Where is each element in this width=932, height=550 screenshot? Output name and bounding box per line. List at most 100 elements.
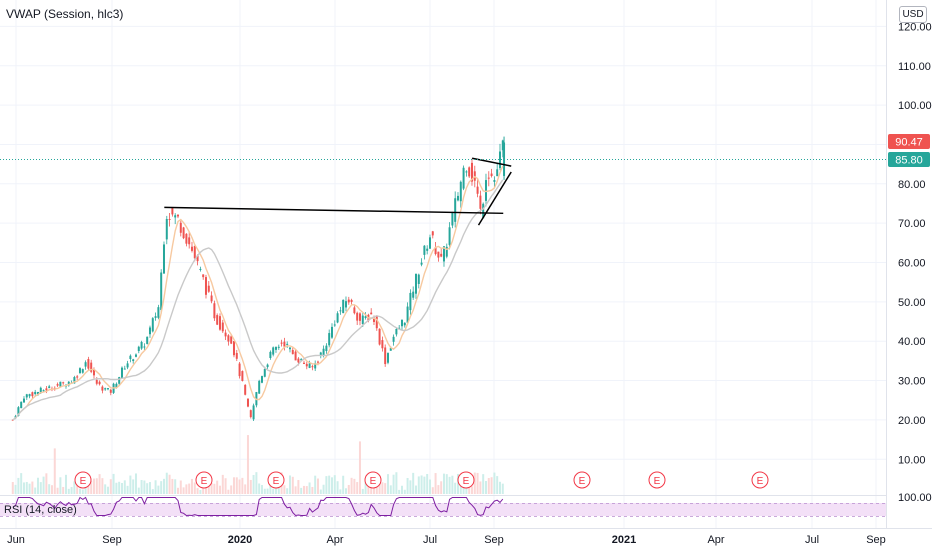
candle-body bbox=[448, 227, 451, 245]
volume-bar bbox=[246, 435, 249, 494]
earnings-marker-label: E bbox=[654, 476, 661, 487]
price-tick-label: 30.00 bbox=[898, 376, 926, 388]
candle-body bbox=[260, 376, 263, 383]
volume-bar bbox=[333, 475, 336, 494]
volume-bar bbox=[400, 485, 403, 494]
volume-bar bbox=[92, 478, 95, 494]
candle-body bbox=[202, 274, 205, 278]
candle-body bbox=[165, 219, 168, 240]
volume-bar bbox=[297, 480, 300, 494]
price-tick-label: 100.00 bbox=[898, 100, 932, 112]
candle-body bbox=[487, 177, 490, 179]
volume-bar bbox=[134, 473, 137, 494]
candle-body bbox=[280, 342, 283, 344]
volume-bar bbox=[395, 472, 398, 494]
earnings-marker[interactable] bbox=[457, 471, 475, 489]
indicator-legend[interactable]: VWAP (Session, hlc3) bbox=[6, 7, 124, 21]
candle-body bbox=[244, 384, 247, 395]
candle-body bbox=[263, 368, 266, 377]
volume-bar bbox=[34, 487, 37, 494]
candle-body bbox=[386, 353, 389, 363]
candle-body bbox=[456, 195, 459, 201]
candle-body bbox=[361, 315, 364, 324]
candle-body bbox=[339, 310, 342, 312]
candle-body bbox=[420, 262, 423, 265]
candle-body bbox=[81, 369, 84, 373]
volume-bar bbox=[484, 481, 487, 494]
earnings-marker[interactable] bbox=[267, 471, 285, 489]
candle-body bbox=[56, 384, 59, 386]
volume-bar bbox=[81, 489, 84, 494]
candle-body bbox=[372, 317, 375, 322]
volume-bar bbox=[356, 482, 359, 494]
earnings-marker[interactable] bbox=[74, 471, 92, 489]
volume-bar bbox=[154, 480, 157, 494]
time-tick-label: Jun bbox=[7, 534, 25, 546]
earnings-marker[interactable] bbox=[195, 471, 213, 489]
rsi-axis-label: 100.00 bbox=[898, 492, 932, 504]
candle-body bbox=[67, 381, 70, 386]
candle-body bbox=[392, 336, 395, 342]
volume-bar bbox=[417, 476, 420, 494]
currency-button[interactable]: USD bbox=[899, 6, 927, 23]
volume-bar bbox=[17, 477, 20, 494]
volume-bar bbox=[493, 472, 496, 494]
price-tick-label: 120.00 bbox=[898, 21, 932, 33]
candle-body bbox=[246, 398, 249, 407]
volume-bar bbox=[126, 485, 129, 494]
volume-bar bbox=[109, 479, 112, 494]
trendlines[interactable] bbox=[164, 157, 512, 226]
candle-body bbox=[148, 327, 151, 335]
volume-bar bbox=[148, 482, 151, 494]
candle-body bbox=[36, 391, 39, 395]
volume-bar bbox=[62, 486, 65, 494]
volume-bar bbox=[311, 486, 314, 494]
trendline[interactable] bbox=[164, 206, 504, 215]
candle-body bbox=[445, 246, 448, 257]
candle-body bbox=[118, 377, 121, 384]
trendline[interactable] bbox=[471, 157, 512, 167]
volume-bar bbox=[216, 480, 219, 494]
candles bbox=[11, 136, 506, 422]
volume-bar bbox=[98, 474, 101, 494]
earnings-marker[interactable] bbox=[751, 471, 769, 489]
price-tick-label: 110.00 bbox=[898, 61, 931, 73]
moving-averages bbox=[12, 165, 504, 421]
volume-bar bbox=[238, 479, 241, 494]
candle-body bbox=[188, 237, 191, 245]
volume-bar bbox=[490, 477, 493, 494]
candle-body bbox=[459, 181, 462, 202]
candle-body bbox=[406, 306, 409, 323]
volume-bar bbox=[456, 473, 459, 494]
volume-bar bbox=[190, 478, 193, 494]
grid bbox=[0, 0, 886, 528]
candle-body bbox=[428, 237, 431, 249]
candle-body bbox=[426, 248, 429, 251]
earnings-marker[interactable] bbox=[573, 471, 591, 489]
volume-bar bbox=[476, 472, 479, 494]
candle-body bbox=[266, 364, 269, 368]
candle-body bbox=[62, 382, 65, 384]
volume-bar bbox=[384, 483, 387, 494]
volume-bar bbox=[440, 481, 443, 494]
volume-bar bbox=[258, 483, 261, 494]
earnings-marker[interactable] bbox=[364, 471, 382, 489]
volume-bar bbox=[263, 488, 266, 494]
earnings-marker[interactable] bbox=[648, 471, 666, 489]
candle-body bbox=[90, 362, 93, 372]
volume-bar bbox=[305, 486, 308, 494]
volume-bar bbox=[171, 478, 174, 494]
rsi-legend[interactable]: RSI (14, close) bbox=[4, 504, 77, 516]
volume-bar bbox=[330, 477, 333, 494]
volume-bar bbox=[470, 486, 473, 494]
price-axis[interactable]: 120.00110.00100.0090.0080.0070.0060.0050… bbox=[898, 21, 932, 466]
candle-body bbox=[204, 277, 207, 295]
volume-bar bbox=[498, 481, 501, 494]
volume-bar bbox=[90, 481, 93, 494]
earnings-marker-label: E bbox=[80, 476, 87, 487]
volume-bar bbox=[319, 489, 322, 494]
time-axis[interactable]: Jun Sep 2020 Apr Jul Sep 2021 Apr Jul Sep bbox=[7, 534, 886, 546]
trendline[interactable] bbox=[477, 171, 512, 226]
